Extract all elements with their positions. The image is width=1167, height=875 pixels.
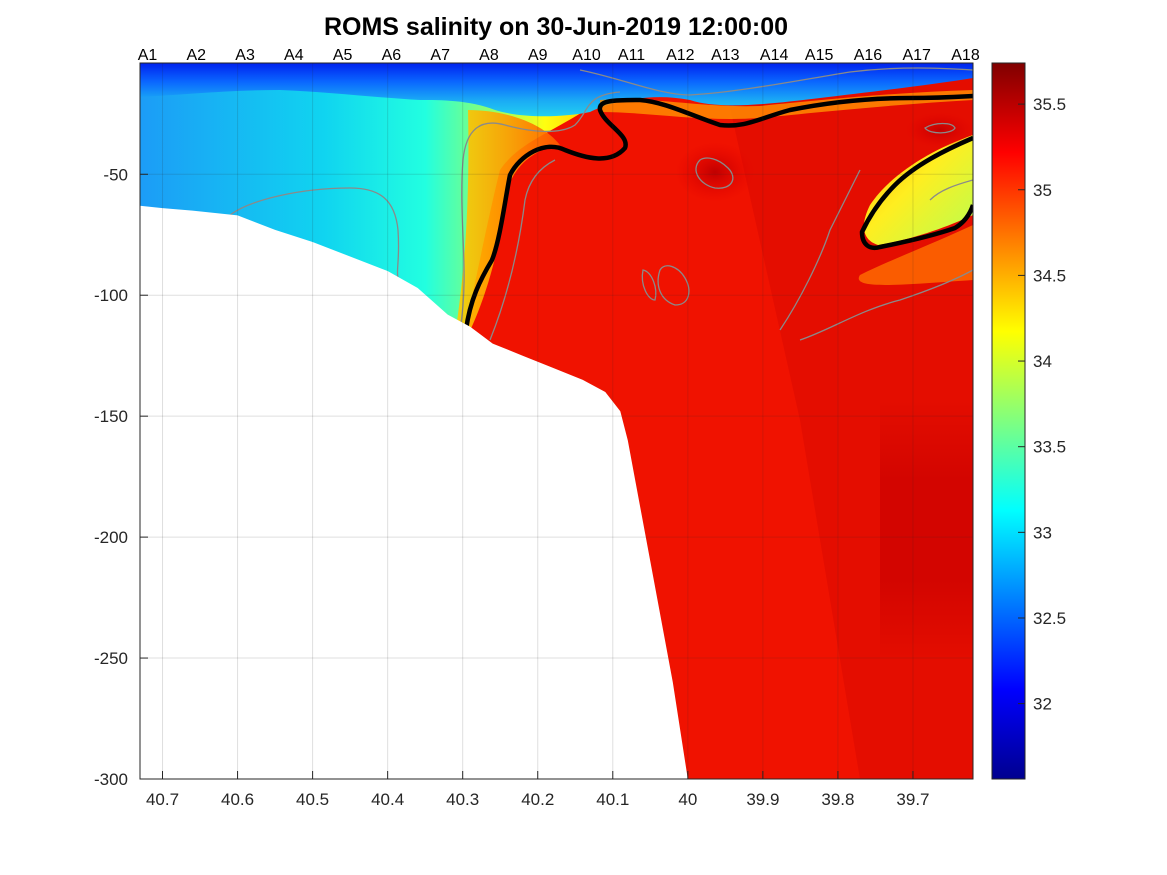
station-label: A2 — [186, 47, 206, 64]
y-tick-label: -150 — [94, 407, 128, 426]
contour-line — [489, 159, 556, 341]
x-tick-label: 40.4 — [371, 790, 404, 809]
thin-contours — [229, 67, 973, 341]
colorbar-tick-label: 34 — [1033, 352, 1052, 371]
field-salinity-max-core — [675, 142, 755, 202]
station-label: A1 — [138, 47, 158, 64]
colorbar-gradient — [991, 62, 1026, 780]
station-label: A3 — [235, 47, 255, 64]
station-label: A6 — [382, 47, 402, 64]
y-tick-label: -100 — [94, 286, 128, 305]
station-label: A4 — [284, 47, 304, 64]
station-label: A8 — [479, 47, 499, 64]
colorbar-tick-label: 35.5 — [1033, 95, 1066, 114]
station-label: A16 — [854, 47, 883, 64]
bottom-topography-mask — [140, 205, 973, 779]
colorbar: 32 32.5 33 33.5 34 34.5 35 35.5 — [991, 62, 1066, 780]
y-tick-label: -50 — [103, 165, 128, 184]
station-label: A11 — [618, 47, 645, 64]
contour-line — [779, 169, 861, 331]
colorbar-tick-label: 33.5 — [1033, 438, 1066, 457]
contour-line — [924, 122, 956, 134]
station-label: A17 — [902, 47, 931, 64]
x-tick-label: 40.5 — [296, 790, 329, 809]
field-ne-intrusion — [863, 135, 973, 245]
field-deep-stripe — [880, 400, 973, 660]
contour-line — [579, 67, 973, 96]
colorbar-tick-label: 34.5 — [1033, 266, 1066, 285]
y-tick-label: -200 — [94, 528, 128, 547]
contour-line — [641, 269, 657, 301]
station-label: A7 — [430, 47, 450, 64]
station-label: A14 — [760, 47, 789, 64]
x-tick-label: 40.6 — [221, 790, 254, 809]
field-salinity-max-core-east — [905, 112, 973, 148]
y-tick-label: -250 — [94, 649, 128, 668]
station-label: A15 — [805, 47, 834, 64]
colorbar-tick-label: 32.5 — [1033, 609, 1066, 628]
station-label: A10 — [572, 47, 601, 64]
station-label: A18 — [951, 47, 980, 64]
y-axis: -300 -250 -200 -150 -100 -50 — [94, 165, 148, 789]
contour-line — [459, 91, 621, 331]
x-tick-label: 40.7 — [146, 790, 179, 809]
axes-box — [139, 62, 974, 780]
isohaline-ne-loop — [859, 135, 973, 250]
x-tick-label: 40.1 — [596, 790, 629, 809]
x-tick-label: 39.8 — [821, 790, 854, 809]
contour-line — [657, 265, 690, 306]
colorbar-tick-label: 32 — [1033, 695, 1052, 714]
field-surface-fresh-layer — [140, 63, 973, 117]
chart-title: ROMS salinity on 30-Jun-2019 12:00:00 — [324, 13, 788, 41]
contour-line — [799, 269, 973, 341]
x-tick-label: 40 — [678, 790, 697, 809]
contour-line — [695, 157, 734, 189]
station-label: A5 — [333, 47, 353, 64]
x-tick-label: 39.9 — [746, 790, 779, 809]
grid — [140, 63, 973, 780]
station-label: A13 — [711, 47, 740, 64]
x-tick-label: 40.3 — [446, 790, 479, 809]
contour-line — [929, 179, 973, 201]
x-axis: 40.7 40.6 40.5 40.4 40.3 40.2 40.1 40 39.9 39.8 39… — [146, 771, 930, 809]
isohaline-main — [463, 93, 973, 331]
colorbar-ticks: 32 32.5 33 33.5 34 34.5 35 35.5 — [1018, 95, 1066, 714]
station-label: A9 — [528, 47, 548, 64]
station-labels: A1 A2 A3 A4 A5 A6 A7 A8 A9 A10 A11 A12 A13 A14 A15 A16 A… — [138, 47, 980, 64]
field-ne-outer-band — [858, 225, 973, 285]
station-label: A12 — [666, 47, 695, 64]
contour-line — [229, 187, 400, 279]
x-tick-label: 40.2 — [521, 790, 554, 809]
colorbar-tick-label: 33 — [1033, 523, 1052, 542]
colorbar-tick-label: 35 — [1033, 181, 1052, 200]
y-tick-label: -300 — [94, 770, 128, 789]
x-tick-label: 39.7 — [896, 790, 929, 809]
isohaline-34-5 — [463, 93, 973, 331]
